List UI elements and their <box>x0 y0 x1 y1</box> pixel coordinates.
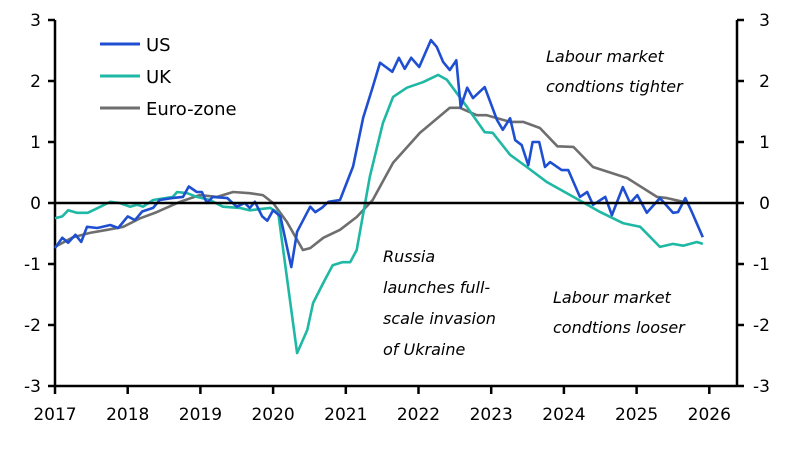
y-tick-label-left: -2 <box>24 316 41 336</box>
series-lines <box>53 38 704 355</box>
y-tick-label-left: -3 <box>24 377 41 397</box>
legend-label: US <box>146 35 171 56</box>
y-tick-label-right: 1 <box>759 133 770 153</box>
y-tick-label-left: 1 <box>30 133 41 153</box>
annotation-line: launches full- <box>383 278 490 297</box>
y-tick-label-right: 2 <box>759 72 770 92</box>
annotation-line: condtions tighter <box>546 77 684 96</box>
y-tick-label-left: 2 <box>30 72 41 92</box>
y-tick-label-left: -1 <box>24 255 41 275</box>
annotation-line: Labour market <box>553 288 672 307</box>
annotation-line: Labour market <box>546 47 665 66</box>
annotation-looser: Labour market condtions looser <box>553 288 686 337</box>
y-tick-label-right: -1 <box>753 255 770 275</box>
legend-label: UK <box>146 67 172 88</box>
x-tick-label: 2022 <box>397 405 440 425</box>
legend: US UK Euro-zone <box>100 35 237 120</box>
x-tick-label: 2020 <box>251 405 294 425</box>
x-tick-label: 2017 <box>33 405 76 425</box>
annotation-russia: Russia launches full- scale invasion of … <box>383 247 496 359</box>
x-tick-label: 2023 <box>470 405 513 425</box>
annotation-line: Russia <box>383 247 435 266</box>
x-tick-label: 2026 <box>688 405 731 425</box>
x-tick-label: 2025 <box>615 405 658 425</box>
series-line-us <box>53 38 704 269</box>
x-tick-label: 2018 <box>106 405 149 425</box>
y-tick-label-left: 0 <box>30 194 41 214</box>
annotation-tighter: Labour market condtions tighter <box>546 47 684 96</box>
y-tick-label-right: -2 <box>753 316 770 336</box>
annotation-line: condtions looser <box>553 318 686 337</box>
x-tick-label: 2021 <box>324 405 367 425</box>
annotation-line: of Ukraine <box>383 340 465 359</box>
y-tick-label-right: 0 <box>759 194 770 214</box>
series-line-uk <box>54 73 704 355</box>
annotation-line: scale invasion <box>383 309 496 328</box>
legend-label: Euro-zone <box>146 99 237 120</box>
y-tick-label-right: 3 <box>759 11 770 31</box>
x-tick-label: 2024 <box>542 405 585 425</box>
series-line-euro-zone <box>54 106 684 252</box>
x-tick-label: 2019 <box>179 405 222 425</box>
y-tick-label-right: -3 <box>753 377 770 397</box>
axes: 3 3 2 2 1 1 0 0 -1 -1 -2 -2 -3 -3 2017 2018 2019 2020 2021… <box>24 11 770 425</box>
y-tick-label-left: 3 <box>30 11 41 31</box>
